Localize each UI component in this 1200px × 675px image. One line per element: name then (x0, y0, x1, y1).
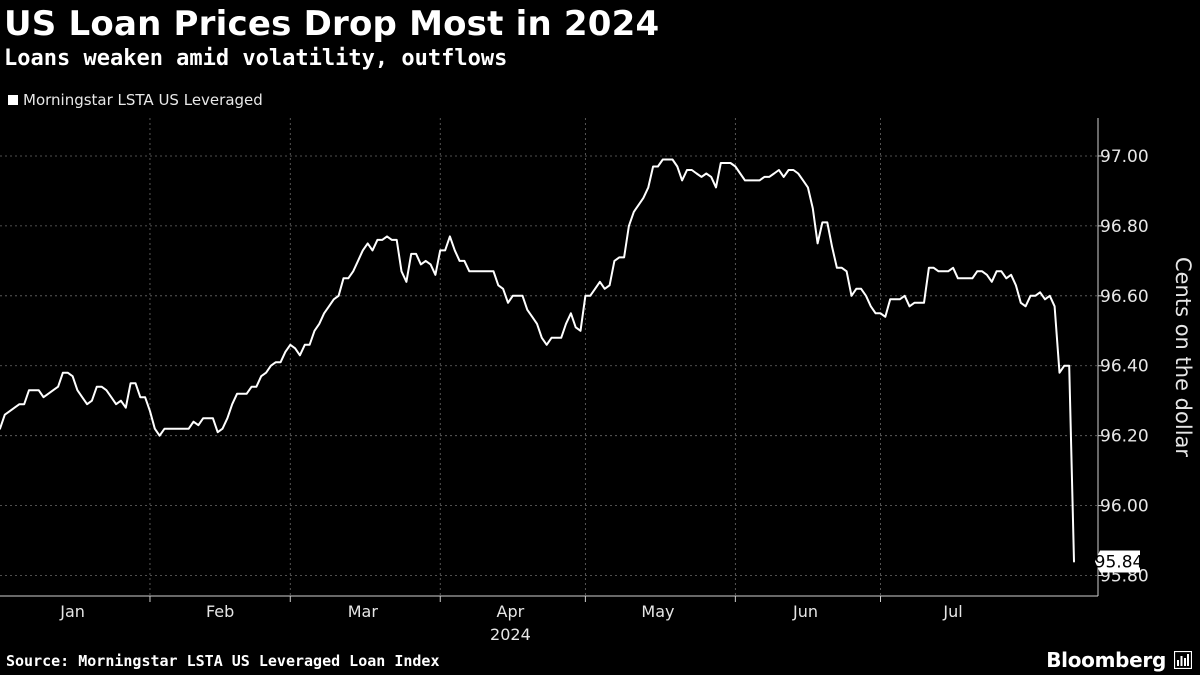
grid-layer (0, 118, 1098, 596)
y-tick-label: 96.40 (1100, 357, 1149, 377)
x-tick-label: Mar (348, 602, 379, 621)
brand-name: Bloomberg (1046, 648, 1166, 672)
y-tick-label: 97.00 (1100, 147, 1149, 167)
x-tick-label: Jul (942, 602, 962, 621)
x-tick-label: Feb (206, 602, 234, 621)
x-tick-label: Apr (497, 602, 525, 621)
legend: Morningstar LSTA US Leveraged (8, 91, 263, 109)
axis-layer (0, 118, 1104, 602)
source-note: Source: Morningstar LSTA US Leveraged Lo… (6, 652, 440, 670)
series-layer (0, 158, 1075, 563)
y-tick-label: 96.60 (1100, 287, 1149, 307)
y-axis-title: Cents on the dollar (1171, 257, 1195, 457)
page-title: US Loan Prices Drop Most in 2024 (4, 4, 660, 44)
brand: Bloomberg (1046, 648, 1192, 672)
legend-label: Morningstar LSTA US Leveraged (23, 91, 263, 109)
x-axis-year-label: 2024 (490, 625, 531, 644)
y-tick-label: 96.80 (1100, 217, 1149, 237)
y-tick-label: 96.20 (1100, 427, 1149, 447)
page-subtitle: Loans weaken amid volatility, outflows (4, 46, 508, 71)
y-tick-label: 96.00 (1100, 497, 1149, 517)
last-value-callout-box (1095, 550, 1140, 573)
series-line-morningstar-lsta (0, 158, 1075, 563)
legend-swatch (8, 95, 18, 105)
bloomberg-terminal-icon (1174, 651, 1192, 669)
x-tick-label: Jan (59, 602, 85, 621)
last-value-label: 95.84 (1095, 553, 1144, 573)
x-tick-label: Jun (792, 602, 818, 621)
x-tick-label: May (641, 602, 674, 621)
